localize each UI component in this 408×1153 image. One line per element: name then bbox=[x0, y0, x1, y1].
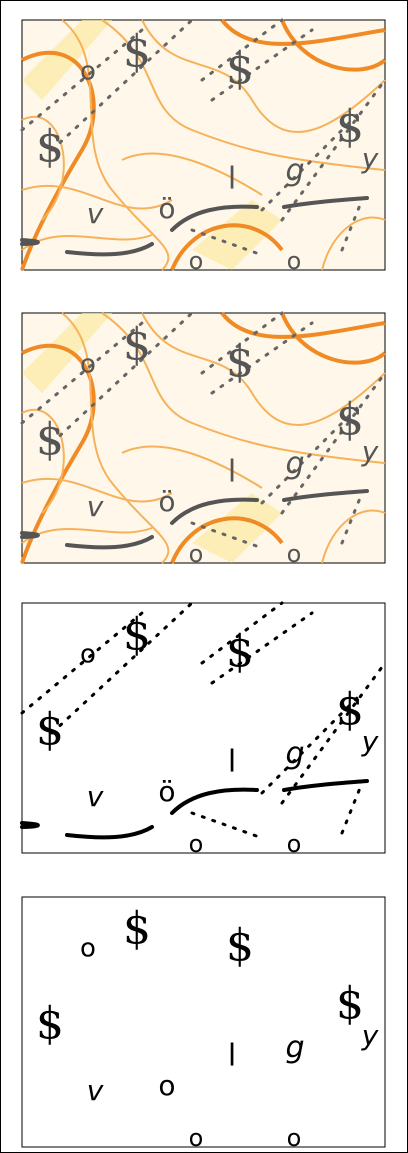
map-glyph: o bbox=[158, 1069, 175, 1102]
map-glyph: $ bbox=[36, 705, 64, 756]
map-glyph: v bbox=[87, 1074, 104, 1107]
map-glyph: v bbox=[87, 197, 104, 230]
map-glyph: o bbox=[287, 1124, 302, 1152]
map-glyph: l bbox=[228, 162, 236, 197]
map-glyph: o bbox=[80, 57, 96, 87]
map-glyph: o bbox=[80, 350, 96, 380]
map-glyph: y bbox=[361, 725, 379, 758]
panel-background bbox=[22, 603, 385, 853]
map-glyph: o bbox=[189, 540, 204, 568]
map-glyph: o bbox=[189, 1124, 204, 1152]
map-glyph: o bbox=[80, 640, 96, 670]
road-line bbox=[22, 240, 38, 244]
map-glyph: $ bbox=[226, 337, 254, 388]
map-glyph: $ bbox=[123, 320, 151, 371]
map-glyph: g bbox=[285, 447, 304, 482]
map-glyph: $ bbox=[226, 921, 254, 972]
panel-background bbox=[22, 897, 385, 1147]
map-glyph: y bbox=[361, 1019, 379, 1052]
map-glyph: o bbox=[80, 934, 96, 964]
map-panels: o$$$$yglövooo$$$$yglövooo$$$$yglövooo$$$… bbox=[0, 0, 408, 1153]
map-glyph: g bbox=[285, 154, 304, 189]
map-glyph: $ bbox=[336, 979, 364, 1030]
map-glyph: l bbox=[228, 455, 236, 490]
map-glyph: ö bbox=[158, 775, 175, 808]
map-glyph: $ bbox=[226, 44, 254, 95]
map-glyph: l bbox=[228, 1039, 236, 1074]
map-glyph: $ bbox=[36, 122, 64, 173]
map-glyph: o bbox=[287, 247, 302, 275]
map-glyph: o bbox=[287, 540, 302, 568]
map-glyph: v bbox=[87, 780, 104, 813]
map-glyph: $ bbox=[226, 627, 254, 678]
map-glyph: $ bbox=[336, 395, 364, 446]
map-glyph: v bbox=[87, 490, 104, 523]
map-glyph: $ bbox=[36, 999, 64, 1050]
map-glyph: y bbox=[361, 142, 379, 175]
map-glyph: o bbox=[189, 830, 204, 858]
map-glyph: $ bbox=[123, 27, 151, 78]
map-glyph: $ bbox=[36, 415, 64, 466]
map-glyph: y bbox=[361, 435, 379, 468]
map-glyph: $ bbox=[336, 685, 364, 736]
map-glyph: $ bbox=[336, 102, 364, 153]
map-glyph: ö bbox=[158, 485, 175, 518]
map-glyph: g bbox=[285, 1031, 304, 1066]
map-glyph: g bbox=[285, 737, 304, 772]
road-line bbox=[22, 823, 38, 827]
map-glyph: o bbox=[189, 247, 204, 275]
map-glyph: l bbox=[228, 745, 236, 780]
map-glyph: o bbox=[287, 830, 302, 858]
map-glyph: $ bbox=[123, 904, 151, 955]
map-glyph: ö bbox=[158, 192, 175, 225]
map-glyph: $ bbox=[123, 610, 151, 661]
road-line bbox=[22, 533, 38, 537]
